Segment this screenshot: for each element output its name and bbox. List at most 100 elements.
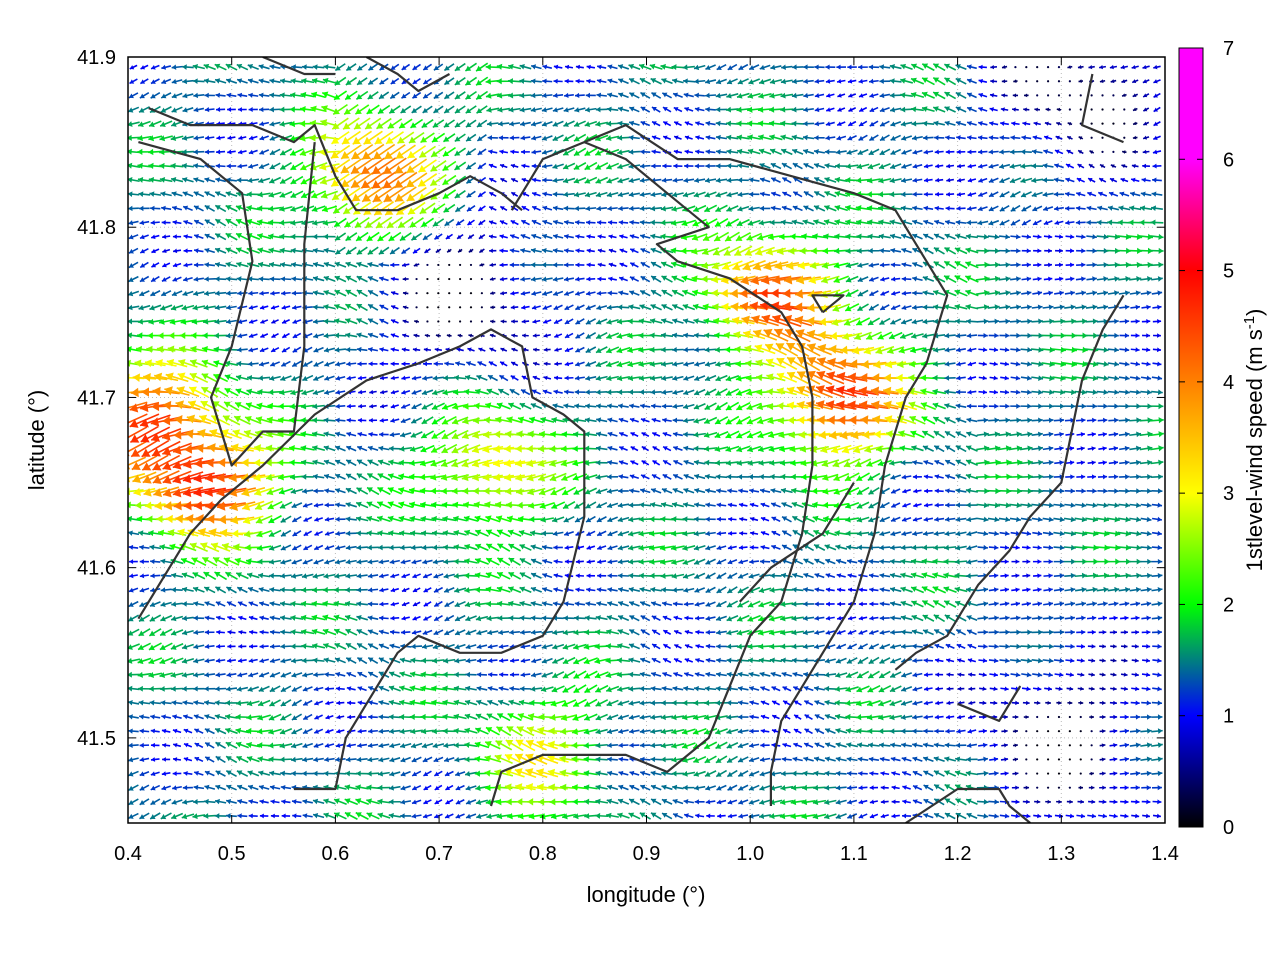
- wind-vector: [325, 714, 334, 720]
- wind-vector: [171, 587, 183, 593]
- wind-vector-head: [1135, 813, 1140, 819]
- wind-vector-head: [259, 629, 264, 635]
- wind-vector-head: [205, 756, 211, 762]
- wind-vector: [279, 728, 293, 735]
- wind-vector-head: [182, 686, 187, 692]
- wind-vector: [586, 573, 595, 579]
- wind-vector: [325, 728, 334, 734]
- wind-vector: [160, 700, 172, 706]
- wind-vector-head: [595, 629, 601, 636]
- wind-vector-head: [333, 586, 339, 593]
- wind-vector-head: [607, 784, 613, 790]
- wind-vector: [891, 813, 900, 819]
- wind-vector-head: [783, 728, 788, 734]
- wind-vector-head: [1112, 686, 1117, 691]
- wind-vector: [868, 630, 879, 635]
- wind-vector: [682, 756, 696, 763]
- wind-vector-head: [695, 629, 700, 635]
- wind-vector: [290, 587, 303, 593]
- wind-vector: [258, 601, 270, 607]
- wind-vector-head: [1124, 742, 1129, 748]
- wind-vector-head: [804, 742, 809, 748]
- wind-vector-head: [442, 699, 448, 706]
- wind-vector: [934, 643, 945, 649]
- wind-vector-head: [616, 657, 623, 664]
- wind-vector-head: [314, 729, 320, 734]
- wind-vector: [560, 714, 578, 722]
- wind-vector: [269, 586, 281, 593]
- wind-vector: [617, 812, 630, 819]
- wind-vector-head: [1157, 615, 1163, 621]
- wind-vector-head: [303, 700, 309, 706]
- wind-vector-head: [236, 756, 243, 762]
- wind-vector: [1120, 813, 1129, 819]
- wind-vector-head: [715, 685, 721, 692]
- wind-vector-head: [801, 799, 808, 806]
- wind-vector-head: [955, 742, 961, 748]
- wind-vector-head: [867, 686, 874, 693]
- wind-vector: [159, 628, 173, 637]
- wind-vector-dot: [1046, 772, 1050, 775]
- wind-vector: [737, 784, 749, 791]
- wind-vector: [182, 714, 193, 720]
- wind-vector-head: [858, 785, 863, 791]
- wind-vector-head: [824, 784, 830, 791]
- wind-vector: [465, 644, 477, 650]
- wind-vector-head: [717, 813, 722, 819]
- wind-vector: [1011, 799, 1020, 805]
- wind-vector: [605, 643, 620, 650]
- wind-vector: [781, 756, 792, 762]
- wind-vector-head: [476, 671, 482, 678]
- wind-vector: [401, 587, 410, 593]
- wind-vector: [662, 672, 672, 678]
- wind-vector: [333, 798, 347, 805]
- wind-vector-dot: [1057, 758, 1061, 761]
- wind-vector: [1032, 587, 1042, 593]
- wind-vector: [639, 714, 651, 720]
- wind-vector-head: [150, 785, 156, 791]
- wind-vector: [170, 629, 184, 636]
- wind-vector: [1055, 686, 1063, 691]
- wind-vector: [138, 685, 151, 692]
- wind-vector: [716, 600, 727, 608]
- wind-vector-head: [1157, 658, 1162, 664]
- wind-vector-head: [516, 726, 525, 734]
- wind-vector: [193, 784, 205, 791]
- wind-vector-head: [618, 714, 624, 721]
- wind-vector: [944, 812, 956, 820]
- wind-vector: [150, 728, 160, 734]
- wind-vector: [999, 643, 1010, 650]
- wind-vector: [661, 685, 673, 692]
- wind-vector: [551, 685, 565, 693]
- wind-vector: [726, 755, 738, 764]
- wind-vector-head: [715, 700, 721, 706]
- wind-vector-head: [629, 798, 635, 804]
- wind-vector-head: [902, 813, 907, 819]
- wind-vector-head: [814, 685, 819, 692]
- wind-vector: [400, 799, 412, 805]
- wind-vector: [1043, 672, 1053, 678]
- wind-vector: [235, 713, 250, 721]
- wind-vector: [314, 714, 323, 720]
- wind-vector-head: [618, 770, 624, 776]
- wind-vector-head: [1015, 813, 1020, 819]
- wind-vector-head: [780, 657, 786, 664]
- wind-vector: [1120, 630, 1128, 635]
- wind-vector: [912, 714, 923, 720]
- wind-vector: [1130, 770, 1141, 777]
- wind-vector-head: [150, 714, 155, 720]
- wind-vector: [673, 672, 683, 677]
- wind-vector: [536, 768, 559, 778]
- wind-vector-head: [1156, 813, 1161, 819]
- wind-vector-head: [432, 644, 438, 650]
- wind-vector-head: [801, 813, 808, 820]
- wind-vector-head: [770, 771, 776, 777]
- wind-vector-head: [672, 587, 677, 593]
- wind-vector-head: [335, 671, 341, 677]
- wind-vector: [182, 700, 194, 706]
- wind-vector: [858, 615, 868, 621]
- wind-vector-head: [346, 686, 352, 692]
- wind-vector: [704, 755, 717, 764]
- wind-vector: [695, 643, 705, 649]
